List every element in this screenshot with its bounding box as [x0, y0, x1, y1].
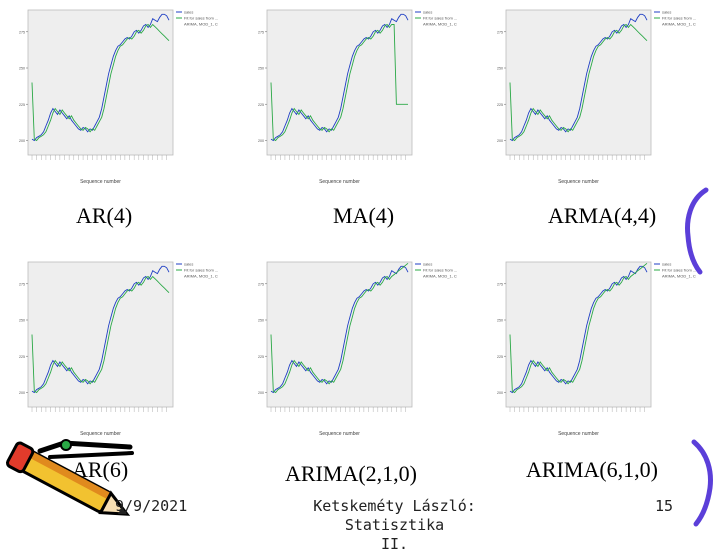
y-tick-label: 225 [19, 103, 25, 107]
legend-entry: sales [423, 262, 432, 267]
x-axis-label: Sequence number [558, 179, 599, 185]
plot-area [27, 9, 174, 156]
legend-entry: ARIMA, MOD_1, CON [662, 22, 696, 27]
y-tick-label: 250 [497, 67, 503, 71]
legend-entry: Fit for sales from ... [184, 268, 218, 273]
y-tick-label: 275 [497, 282, 503, 286]
legend-entry: sales [423, 10, 432, 15]
y-tick-label: 200 [497, 139, 503, 143]
model-label-ma4: MA(4) [333, 203, 395, 228]
y-tick-label: 225 [497, 355, 503, 359]
series-line-observed [31, 13, 170, 142]
chart-panel-ar6: 200 225 250 275 Sequence number sales Fit for … [18, 254, 218, 444]
chart-panel-arima610: 200 225 250 275 Sequence number sales Fit for … [496, 254, 696, 444]
x-axis-label: Sequence number [80, 431, 121, 437]
footer-author-line2: II. [380, 535, 409, 553]
legend-entry: sales [662, 262, 671, 267]
legend-entry: sales [662, 10, 671, 15]
y-tick-label: 275 [497, 30, 503, 34]
legend-entry: Fit for sales from ... [662, 16, 696, 21]
x-axis-label: Sequence number [319, 179, 360, 185]
legend-entry: ARIMA, MOD_1, CON [184, 274, 218, 279]
series-line-fitted [31, 23, 170, 142]
chart-panel-arima210: 200 225 250 275 Sequence number sales Fit for … [257, 254, 457, 444]
y-tick-label: 225 [19, 355, 25, 359]
y-tick-label: 250 [258, 319, 264, 323]
footer-author-line1: Ketskeméty László: Statisztika [313, 497, 476, 534]
series-line-observed [270, 265, 409, 394]
plot-area [505, 261, 652, 408]
y-tick-label: 225 [258, 355, 264, 359]
legend-entry: ARIMA, MOD_1, CON [423, 274, 457, 279]
series-line-fitted [509, 262, 648, 394]
series-line-fitted [509, 23, 648, 142]
series-line-fitted [270, 23, 408, 142]
footer-page-number: 15 [655, 497, 674, 515]
y-tick-label: 225 [258, 103, 264, 107]
left-bracket-icon [685, 187, 709, 275]
legend-entry: ARIMA, MOD_1, CON [662, 274, 696, 279]
series-line-fitted [31, 275, 170, 394]
plot-area [27, 261, 174, 408]
legend-entry: sales [184, 262, 193, 267]
series-line-observed [31, 265, 170, 394]
plot-area [505, 9, 652, 156]
y-tick-label: 200 [497, 391, 503, 395]
model-label-arima610: ARIMA(6,1,0) [526, 457, 658, 482]
legend-entry: ARIMA, MOD_1, CON [423, 22, 457, 27]
chart-panel-ar4: 200 225 250 275 Sequence number sales Fit for … [18, 2, 218, 192]
y-tick-label: 250 [19, 67, 25, 71]
legend-entry: ARIMA, MOD_1, CON [184, 22, 218, 27]
footer-author: Ketskeméty László: Statisztika II. [287, 497, 502, 554]
y-tick-label: 250 [19, 319, 25, 323]
plot-area [266, 9, 413, 156]
y-tick-label: 275 [19, 282, 25, 286]
x-axis-label: Sequence number [558, 431, 599, 437]
legend-entry: Fit for sales from ... [423, 16, 457, 21]
model-label-arima210: ARIMA(2,1,0) [285, 461, 417, 486]
y-tick-label: 200 [19, 139, 25, 143]
right-bracket-icon [691, 439, 713, 527]
y-tick-label: 250 [258, 67, 264, 71]
y-tick-label: 200 [258, 139, 264, 143]
series-line-observed [509, 265, 648, 394]
plot-area [266, 261, 413, 408]
pencil-icon [6, 439, 134, 516]
footer-date: 9/9/2021 [115, 497, 188, 515]
chart-panel-arma44: 200 225 250 275 Sequence number sales Fit for … [496, 2, 696, 192]
y-tick-label: 250 [497, 319, 503, 323]
y-tick-label: 275 [258, 30, 264, 34]
y-tick-label: 200 [258, 391, 264, 395]
series-line-fitted [270, 262, 409, 394]
legend-entry: Fit for sales from ... [423, 268, 457, 273]
model-label-arma44: ARMA(4,4) [548, 203, 657, 228]
series-line-observed [509, 13, 648, 142]
x-axis-label: Sequence number [80, 179, 121, 185]
y-tick-label: 200 [19, 391, 25, 395]
chart-panel-ma4: 200 225 250 275 Sequence number sales Fit for … [257, 2, 457, 192]
y-tick-label: 275 [19, 30, 25, 34]
y-tick-label: 275 [258, 282, 264, 286]
legend-entry: Fit for sales from ... [184, 16, 218, 21]
legend-entry: Fit for sales from ... [662, 268, 696, 273]
y-tick-label: 225 [497, 103, 503, 107]
x-axis-label: Sequence number [319, 431, 360, 437]
series-line-observed [270, 13, 409, 142]
model-label-ar4: AR(4) [76, 203, 133, 228]
legend-entry: sales [184, 10, 193, 15]
